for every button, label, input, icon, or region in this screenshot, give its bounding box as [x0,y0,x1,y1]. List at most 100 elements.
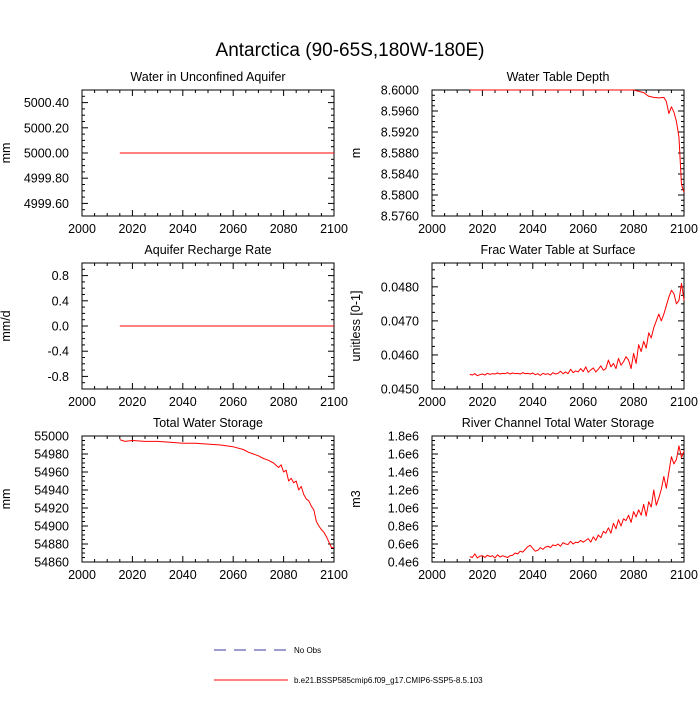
series-line [119,439,334,549]
legend-no-obs-label: No Obs [294,646,321,655]
y-tick-label: 4999.60 [24,197,69,211]
x-tick-label: 2000 [418,395,446,409]
panel-title: Water Table Depth [507,70,610,84]
y-tick-label: 0.4e6 [388,556,419,570]
x-tick-label: 2040 [169,568,197,582]
x-tick-label: 2040 [169,222,197,236]
x-tick-label: 2020 [468,222,496,236]
y-tick-label: 8.5960 [381,105,419,119]
x-tick-label: 2080 [270,568,298,582]
x-tick-label: 2100 [320,222,348,236]
y-tick-label: 5000.20 [24,121,69,135]
y-tick-label: 8.5920 [381,126,419,140]
y-tick-label: 5000.40 [24,96,69,110]
x-tick-label: 2060 [219,395,247,409]
x-tick-label: 2080 [270,395,298,409]
panel-title: Aquifer Recharge Rate [144,243,271,257]
x-tick-label: 2080 [270,222,298,236]
y-tick-label: 0.0470 [381,314,419,328]
y-tick-label: 54920 [34,502,69,516]
y-tick-label: 8.5880 [381,147,419,161]
x-tick-label: 2080 [620,568,648,582]
plot-frame [431,435,685,563]
y-tick-label: 54960 [34,466,69,480]
y-tick-label: 0.0480 [381,280,419,294]
y-tick-label: 54880 [34,538,69,552]
x-tick-label: 2000 [68,568,96,582]
y-axis-label: mm [0,143,13,164]
x-tick-label: 2060 [569,568,597,582]
main-title: Antarctica (90-65S,180W-180E) [216,40,485,61]
x-tick-label: 2100 [320,568,348,582]
x-tick-label: 2000 [68,222,96,236]
y-axis-label: m3 [349,490,363,507]
y-tick-label: 0.4 [52,294,69,308]
y-tick-label: 8.6000 [381,84,419,98]
y-tick-label: 8.5800 [381,189,419,203]
x-tick-label: 2000 [68,395,96,409]
x-tick-label: 2100 [670,222,698,236]
x-tick-label: 2020 [118,395,146,409]
x-tick-label: 2000 [418,222,446,236]
y-axis-label: mm/d [0,310,13,341]
x-tick-label: 2020 [118,222,146,236]
panel-title: Frac Water Table at Surface [481,243,636,257]
y-axis-label: mm [0,489,13,510]
x-tick-label: 2060 [219,568,247,582]
y-tick-label: 0.0450 [381,383,419,397]
y-axis-label: m [349,148,363,158]
x-tick-label: 2040 [169,395,197,409]
y-tick-label: -0.4 [47,345,69,359]
chart-panel: Water in Unconfined Aquifer mm 2000 2020 204… [0,70,348,236]
x-tick-label: 2100 [670,568,698,582]
legend-model-label: b.e21.BSSP585cmip6.f09_g17.CMIP6-SSP5-8.… [294,676,483,685]
y-tick-label: 54980 [34,448,69,462]
y-tick-label: 0.8e6 [388,520,419,534]
x-tick-label: 2100 [320,395,348,409]
x-tick-label: 2040 [519,222,547,236]
y-tick-label: 1.8e6 [388,430,419,444]
x-tick-label: 2020 [118,568,146,582]
y-tick-label: 54900 [34,520,69,534]
chart-panel: Total Water Storage mm 2000 2020 2040 2060 208… [0,416,348,582]
x-tick-label: 2020 [468,568,496,582]
y-tick-label: 54940 [34,484,69,498]
y-tick-label: 8.5840 [381,168,419,182]
y-tick-label: 1.4e6 [388,466,419,480]
panel-title: Water in Unconfined Aquifer [130,70,285,84]
chart-panel: Frac Water Table at Surface unitless [0-1… [349,243,698,409]
y-tick-label: 55000 [34,430,69,444]
y-axis-label: unitless [0-1] [349,291,363,362]
x-tick-label: 2000 [418,568,446,582]
y-tick-label: 1.6e6 [388,448,419,462]
panel-title: River Channel Total Water Storage [462,416,655,430]
legend: No Obs b.e21.BSSP585cmip6.f09_g17.CMIP6-… [214,646,483,685]
chart-panel: Aquifer Recharge Rate mm/d 2000 2020 2040 206… [0,243,348,409]
x-tick-label: 2040 [519,568,547,582]
x-tick-label: 2080 [620,395,648,409]
y-tick-label: 54860 [34,556,69,570]
y-tick-label: 4999.80 [24,172,69,186]
panel-title: Total Water Storage [153,416,263,430]
y-tick-label: 8.5760 [381,210,419,224]
x-tick-label: 2060 [569,222,597,236]
series-line [469,89,685,193]
x-tick-label: 2080 [620,222,648,236]
y-tick-label: -0.8 [47,370,69,384]
y-tick-label: 0.6e6 [388,538,419,552]
plot-frame [431,262,685,390]
x-tick-label: 2020 [468,395,496,409]
y-tick-label: 5000.00 [24,147,69,161]
plot-frame [431,89,685,217]
chart-panel: Water Table Depth m 2000 2020 2040 2060 2080 21… [349,70,698,236]
y-tick-label: 1.2e6 [388,484,419,498]
series-line [469,282,685,377]
y-tick-label: 1.0e6 [388,502,419,516]
x-tick-label: 2060 [219,222,247,236]
y-tick-label: 0.0 [52,320,69,334]
x-tick-label: 2040 [519,395,547,409]
y-tick-label: 0.8 [52,269,69,283]
x-tick-label: 2060 [569,395,597,409]
y-tick-label: 0.0460 [381,348,419,362]
